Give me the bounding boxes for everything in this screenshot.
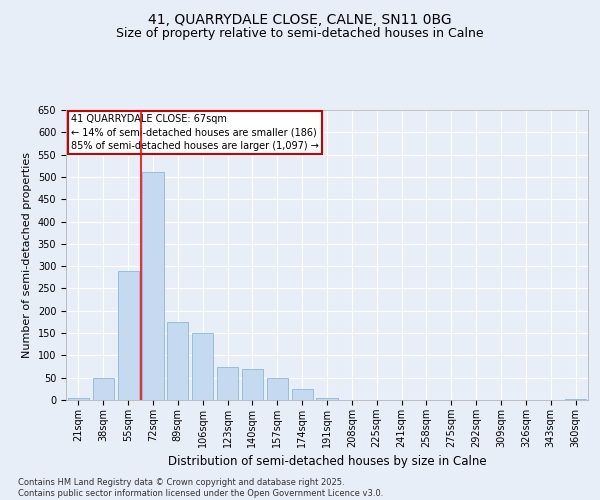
X-axis label: Distribution of semi-detached houses by size in Calne: Distribution of semi-detached houses by …: [167, 456, 487, 468]
Bar: [565, 399, 586, 400]
Bar: [192, 333, 213, 400]
Bar: [217, 366, 238, 400]
Bar: [93, 378, 114, 400]
Text: 41, QUARRYDALE CLOSE, CALNE, SN11 0BG: 41, QUARRYDALE CLOSE, CALNE, SN11 0BG: [148, 12, 452, 26]
Bar: [242, 369, 263, 400]
Bar: [292, 389, 313, 400]
Bar: [316, 398, 338, 400]
Bar: [142, 172, 164, 400]
Bar: [167, 322, 188, 400]
Text: Contains HM Land Registry data © Crown copyright and database right 2025.
Contai: Contains HM Land Registry data © Crown c…: [18, 478, 383, 498]
Bar: [118, 270, 139, 400]
Bar: [68, 398, 89, 400]
Text: 41 QUARRYDALE CLOSE: 67sqm
← 14% of semi-detached houses are smaller (186)
85% o: 41 QUARRYDALE CLOSE: 67sqm ← 14% of semi…: [71, 114, 319, 151]
Text: Size of property relative to semi-detached houses in Calne: Size of property relative to semi-detach…: [116, 28, 484, 40]
Y-axis label: Number of semi-detached properties: Number of semi-detached properties: [22, 152, 32, 358]
Bar: [267, 378, 288, 400]
